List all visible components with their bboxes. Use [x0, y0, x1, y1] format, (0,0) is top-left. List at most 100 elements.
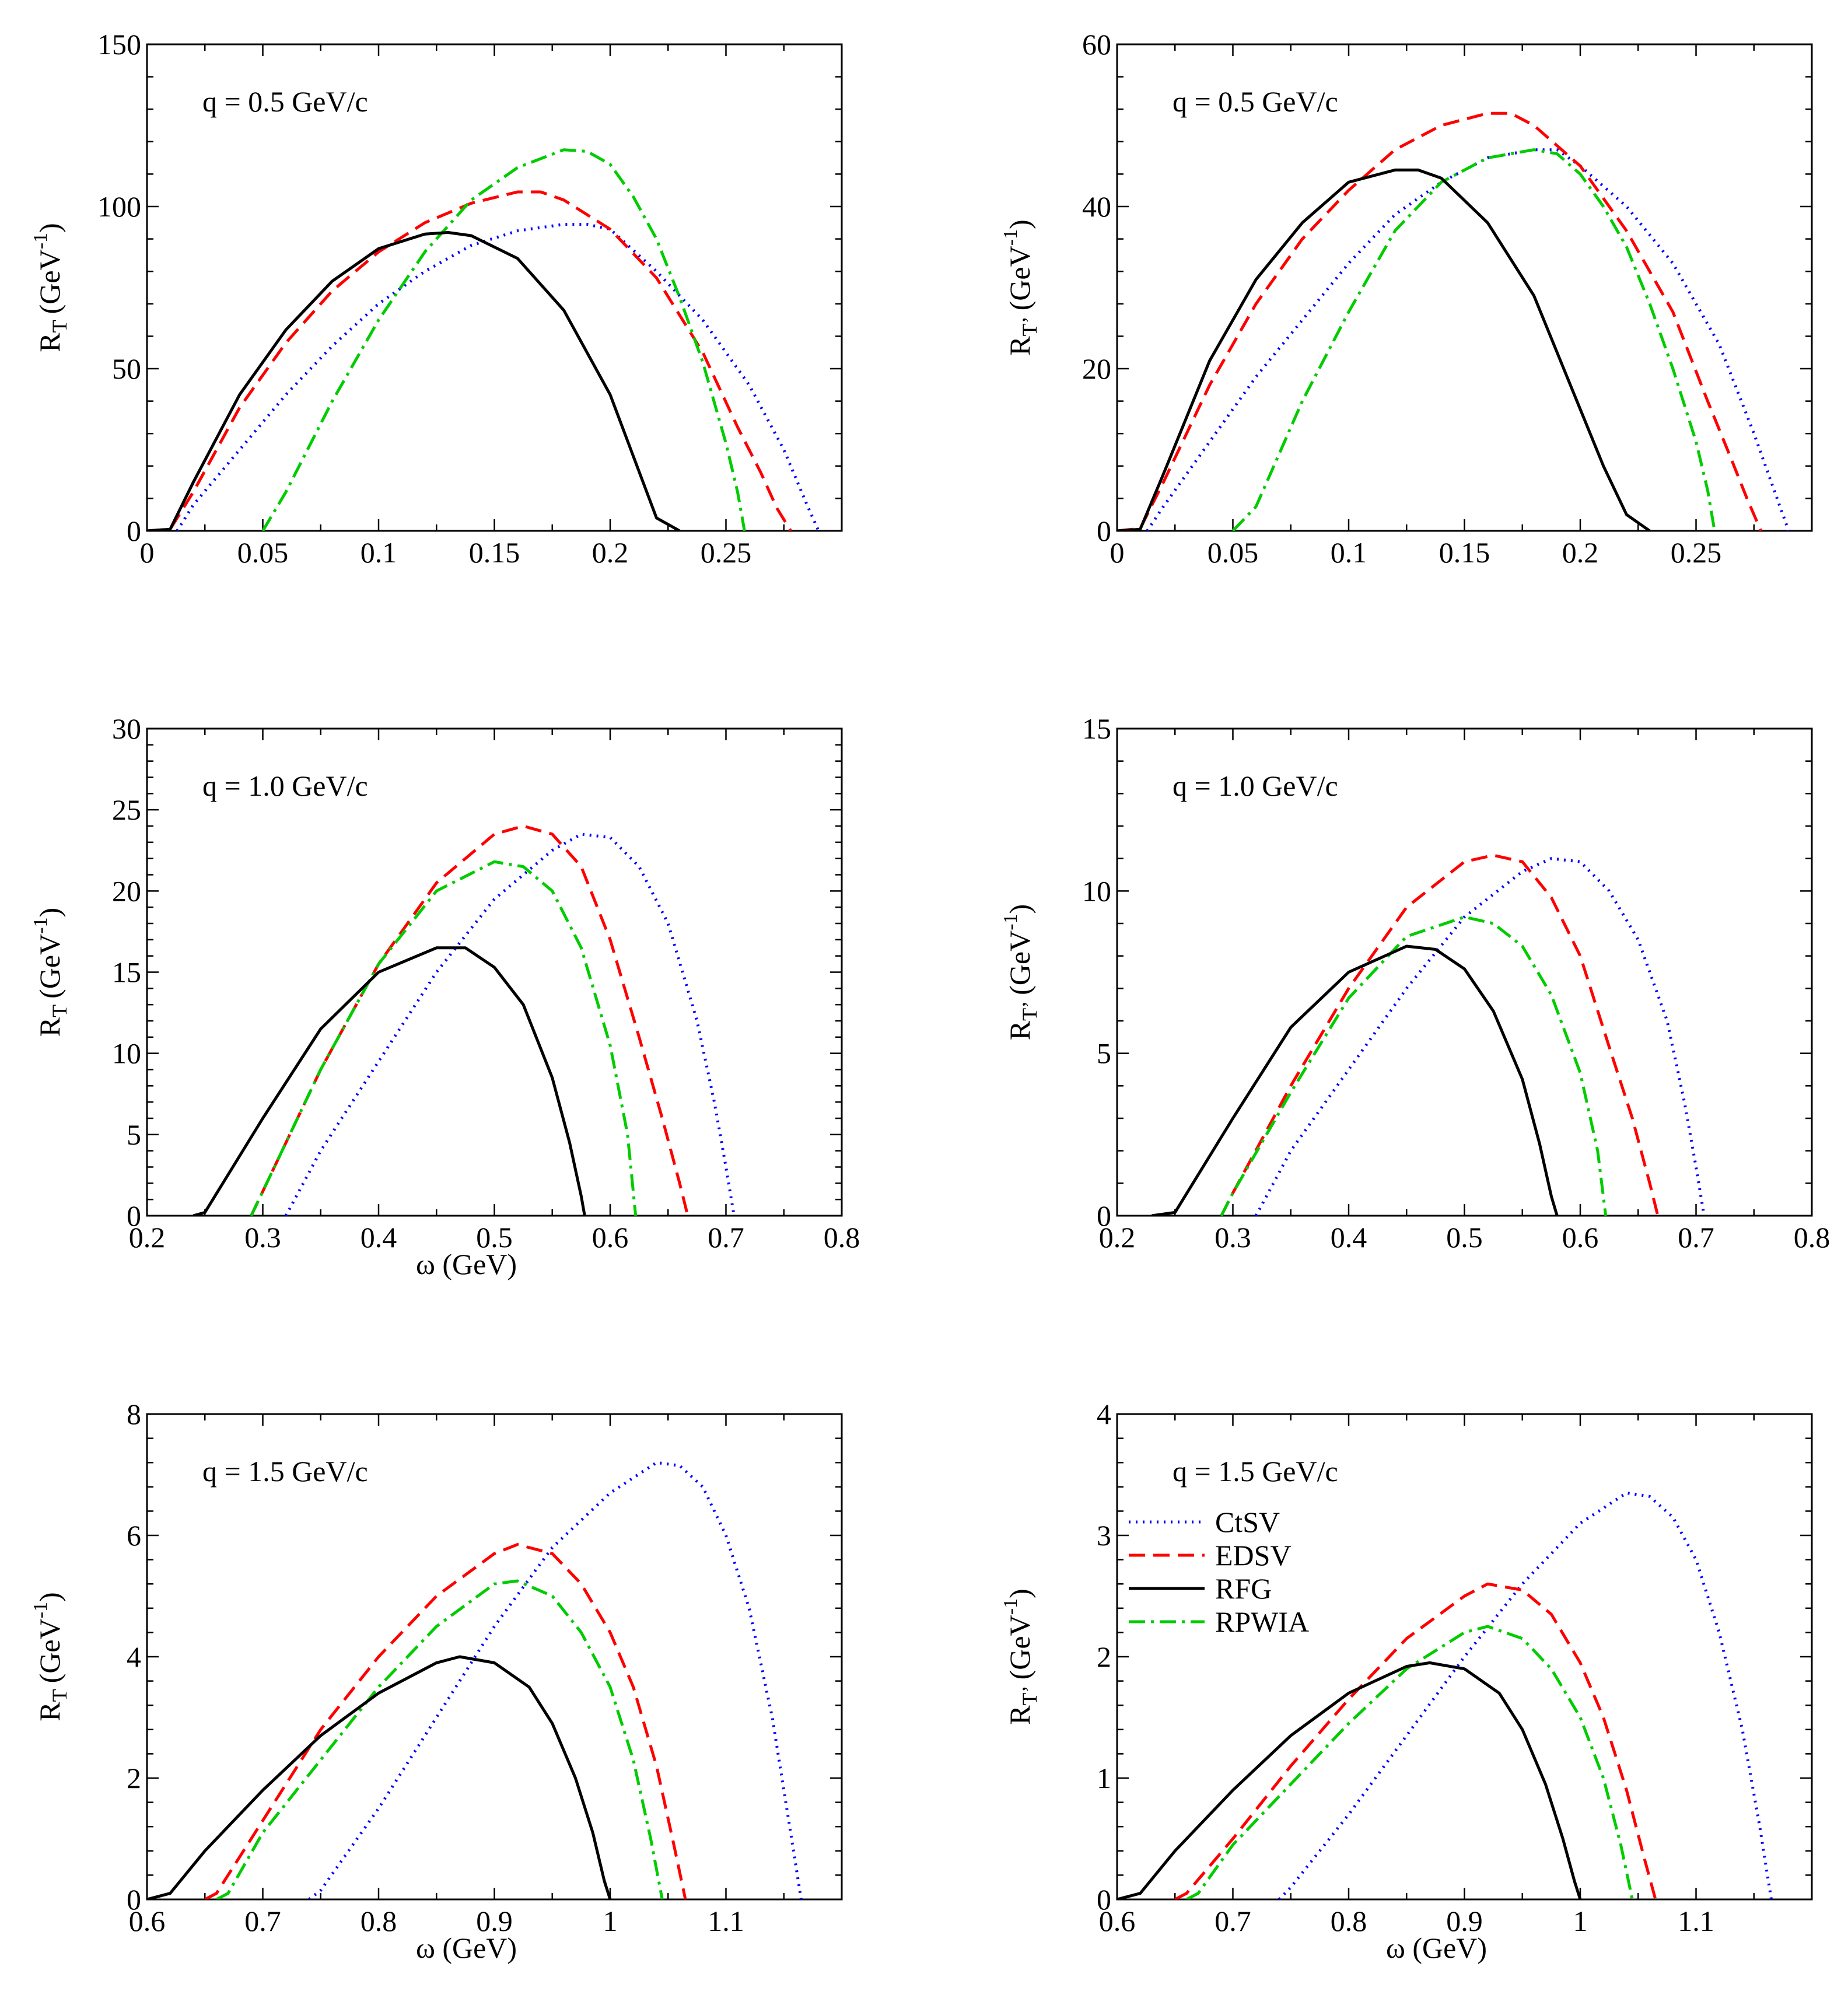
x-tick-label: 0.5 — [1446, 1221, 1483, 1254]
y-tick-label: 20 — [1082, 352, 1111, 385]
y-tick-label: 15 — [112, 956, 141, 989]
y-axis-title: RT’(GeV-1) — [1000, 904, 1041, 1040]
x-tick-label: 0 — [140, 536, 155, 569]
x-tick-label: 0.9 — [476, 1905, 513, 1937]
x-tick-label: 1 — [1573, 1905, 1588, 1937]
x-tick-label: 0.6 — [129, 1905, 166, 1937]
series-line-rfg — [147, 1655, 612, 1899]
series-line-edsv — [1117, 111, 1762, 531]
y-tick-label: 10 — [1082, 874, 1111, 907]
y-tick-label: 0 — [1097, 1883, 1111, 1916]
y-axis-title: RT(GeV-1) — [30, 1592, 71, 1721]
y-tick-label: 5 — [127, 1118, 141, 1151]
x-tick-label: 0.2 — [1099, 1221, 1136, 1254]
x-tick-label: 0.1 — [1331, 536, 1367, 569]
x-tick-label: 1.1 — [1678, 1905, 1714, 1937]
series-line-rpwia — [1231, 148, 1716, 531]
y-tick-label: 6 — [127, 1519, 141, 1552]
x-tick-label: 0.2 — [592, 536, 629, 569]
y-tick-label: 0 — [127, 515, 141, 547]
series-line-rpwia — [1185, 1625, 1634, 1899]
y-tick-label: 20 — [112, 874, 141, 907]
y-tick-label: 60 — [1082, 28, 1111, 61]
y-axis-title: RT’(GeV-1) — [1000, 219, 1041, 355]
y-tick-label: 25 — [112, 793, 141, 826]
series-line-rpwia — [250, 860, 638, 1216]
x-tick-label: 0.2 — [1562, 536, 1599, 569]
x-tick-label: 0.15 — [1439, 536, 1490, 569]
y-axis-title: RT(GeV-1) — [30, 908, 71, 1037]
y-tick-label: 100 — [97, 190, 141, 223]
series-line-ctsv — [1254, 857, 1706, 1216]
y-tick-label: 0 — [127, 1199, 141, 1232]
y-tick-label: 40 — [1082, 190, 1111, 223]
series-line-rfg — [1152, 944, 1559, 1216]
legend-label-edsv: EDSV — [1215, 1539, 1292, 1572]
series-line-ctsv — [176, 223, 820, 531]
y-axis-title: RT’(GeV-1) — [1000, 1588, 1041, 1724]
y-tick-label: 5 — [1097, 1037, 1111, 1070]
y-tick-label: 3 — [1097, 1519, 1111, 1552]
x-tick-label: 0.8 — [1331, 1905, 1367, 1937]
chart-panel-4: 0.2 0.3 0.4 0.5 0.6 0.7 0.8 0 5 10 15 RT’(GeV-1) q =… — [1000, 712, 1830, 1254]
x-tick-label: 0.3 — [1214, 1221, 1251, 1254]
y-tick-label: 4 — [1097, 1398, 1111, 1430]
q-annotation: q = 1.0 GeV/c — [1172, 769, 1338, 802]
series-line-edsv — [204, 1543, 687, 1899]
y-tick-label: 50 — [112, 352, 141, 385]
q-annotation: q = 0.5 GeV/c — [202, 85, 368, 118]
x-tick-label: 0.25 — [701, 536, 752, 569]
series-line-rpwia — [261, 148, 746, 531]
x-tick-label: 0.7 — [1214, 1905, 1251, 1937]
series-line-rfg — [1117, 1661, 1582, 1899]
x-tick-label: 0.6 — [1099, 1905, 1136, 1937]
chart-panel-1: 0 0.05 0.1 0.15 0.2 0.25 0 50 100 150 RT(GeV-1) q =… — [30, 28, 843, 569]
legend-label-rpwia: RPWIA — [1215, 1605, 1309, 1638]
x-tick-label: 0.4 — [1331, 1221, 1367, 1254]
y-tick-label: 0 — [127, 1883, 141, 1916]
x-tick-label: 0 — [1110, 536, 1125, 569]
series-line-rfg — [192, 946, 586, 1216]
chart-panel-3: 0.2 0.3 0.4 0.5 0.6 0.7 0.8 0 5 10 15 20 25 30 RT(GeV-… — [30, 712, 860, 1280]
series-line-edsv — [250, 824, 690, 1216]
y-tick-label: 0 — [1097, 1199, 1111, 1232]
y-tick-label: 2 — [127, 1762, 141, 1794]
x-tick-label: 1.1 — [708, 1905, 744, 1937]
series-line-ctsv — [1146, 148, 1790, 531]
q-annotation: q = 1.0 GeV/c — [202, 769, 368, 802]
y-tick-label: 1 — [1097, 1762, 1111, 1794]
y-tick-label: 0 — [1097, 515, 1111, 547]
x-tick-label: 0.05 — [237, 536, 289, 569]
x-tick-label: 0.3 — [244, 1221, 281, 1254]
x-tick-label: 0.5 — [476, 1221, 513, 1254]
y-axis-title: RT(GeV-1) — [30, 223, 71, 352]
x-tick-label: 0.8 — [360, 1905, 397, 1937]
q-annotation: q = 0.5 GeV/c — [1172, 85, 1338, 118]
x-axis-title: ω (GeV) — [1386, 1931, 1487, 1964]
x-tick-label: 0.8 — [1794, 1221, 1831, 1254]
y-tick-label: 150 — [97, 28, 141, 61]
legend-label-rfg: RFG — [1215, 1572, 1272, 1605]
y-tick-label: 4 — [127, 1640, 141, 1673]
x-tick-label: 0.7 — [1678, 1221, 1714, 1254]
y-tick-label: 2 — [1097, 1640, 1111, 1673]
x-tick-label: 0.9 — [1446, 1905, 1483, 1937]
legend-label-ctsv: CtSV — [1215, 1506, 1280, 1538]
series-line-ctsv — [308, 1461, 803, 1899]
y-tick-label: 30 — [112, 712, 141, 745]
x-tick-label: 0.05 — [1208, 536, 1259, 569]
x-tick-label: 0.6 — [1562, 1221, 1599, 1254]
series-line-ctsv — [284, 832, 736, 1216]
x-tick-label: 0.8 — [824, 1221, 860, 1254]
q-annotation: q = 1.5 GeV/c — [1172, 1455, 1338, 1488]
y-tick-label: 8 — [127, 1398, 141, 1430]
series-line-rpwia — [215, 1579, 664, 1899]
x-tick-label: 0.2 — [129, 1221, 166, 1254]
chart-panel-6: 0.6 0.7 0.8 0.9 1 1.1 0 1 2 3 4 RT’(GeV-1) ω (GeV) q … — [1000, 1398, 1813, 1964]
series-line-rfg — [147, 231, 681, 531]
series-line-edsv — [1220, 853, 1660, 1216]
x-tick-label: 1 — [603, 1905, 618, 1937]
x-tick-label: 0.1 — [360, 536, 397, 569]
